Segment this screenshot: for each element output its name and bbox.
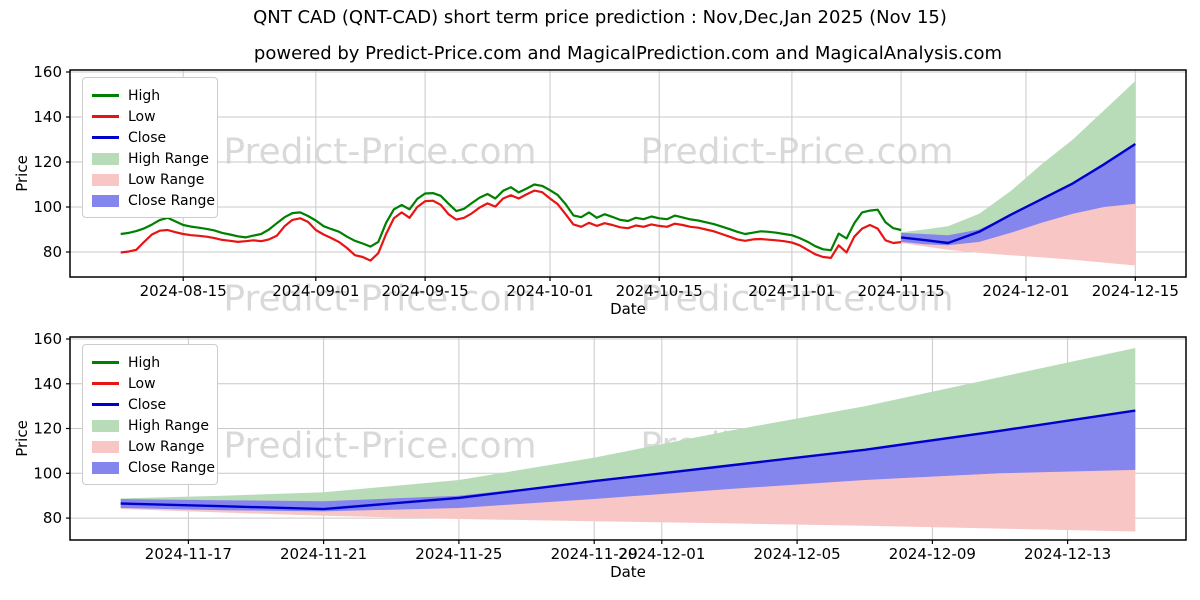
legend-item-low: Low (92, 106, 207, 127)
legend-item-high-range: High Range (92, 148, 209, 169)
legend-label: Close Range (128, 459, 215, 476)
y-tick-label: 80 (43, 243, 62, 261)
x-tick-label: 2024-12-01 (982, 282, 1069, 300)
legend-label: Low (128, 375, 156, 392)
low-range-swatch-icon (92, 173, 119, 186)
low-range-swatch-icon (92, 440, 119, 453)
low-line-swatch-icon (92, 382, 119, 385)
x-tick-label: 2024-12-09 (889, 545, 976, 563)
x-tick-label: 2024-11-25 (415, 545, 502, 563)
plot-border (69, 69, 1187, 278)
y-tick-label: 160 (33, 63, 62, 81)
close-line-swatch-icon (92, 403, 119, 406)
high-line-swatch-icon (92, 361, 119, 364)
x-tick-label: 2024-09-01 (272, 282, 359, 300)
legend-item-low: Low (92, 373, 207, 394)
legend-label: High (128, 87, 161, 104)
low-line-swatch-icon (92, 115, 119, 118)
x-tick-label: 2024-08-15 (140, 282, 227, 300)
legend-item-close-range: Close Range (92, 457, 215, 478)
close-range-band (901, 144, 1136, 246)
y-tick-label: 100 (33, 198, 62, 216)
legend-label: Close (128, 129, 167, 146)
x-axis-label: Date (610, 300, 646, 318)
x-axis-label: Date (610, 563, 646, 581)
legend-top-chart: High Low Close High Range Low Range Clos… (82, 77, 218, 218)
x-tick-label: 2024-11-21 (280, 545, 367, 563)
y-tick-label: 120 (33, 153, 62, 171)
y-tick-label: 120 (33, 420, 62, 438)
legend-label: Low (128, 108, 156, 125)
high-line (120, 183, 902, 252)
legend-bottom-chart: High Low Close High Range Low Range Clos… (82, 344, 218, 485)
legend-label: Close Range (128, 192, 215, 209)
plot-border (69, 336, 1187, 541)
legend-label: Low Range (128, 171, 205, 188)
legend-item-close: Close (92, 127, 207, 148)
x-tick-label: 2024-12-01 (618, 545, 705, 563)
x-tick-label: 2024-12-13 (1024, 545, 1111, 563)
y-tick-label: 160 (33, 330, 62, 348)
y-tick-label: 100 (33, 464, 62, 482)
close-range-swatch-icon (92, 461, 119, 474)
legend-label: Close (128, 396, 167, 413)
legend-item-low-range: Low Range (92, 169, 207, 190)
legend-label: High (128, 354, 161, 371)
legend-item-high: High (92, 352, 207, 373)
high-range-swatch-icon (92, 419, 119, 432)
y-axis-label: Price (13, 420, 31, 457)
x-tick-label: 2024-10-01 (506, 282, 593, 300)
close-line (900, 142, 1136, 245)
x-tick-label: 2024-12-15 (1092, 282, 1179, 300)
x-tick-label: 2024-11-01 (748, 282, 835, 300)
close-range-swatch-icon (92, 194, 119, 207)
close-range-band (120, 410, 1136, 512)
x-tick-label: 2024-11-17 (145, 545, 232, 563)
close-line-swatch-icon (92, 136, 119, 139)
close-line (120, 409, 1136, 511)
y-axis-label: Price (13, 155, 31, 192)
low-line (120, 189, 902, 262)
y-tick-label: 80 (43, 509, 62, 527)
legend-item-high-range: High Range (92, 415, 209, 436)
legend-item-close-range: Close Range (92, 190, 215, 211)
legend-item-low-range: Low Range (92, 436, 207, 457)
high-line-swatch-icon (92, 94, 119, 97)
x-tick-label: 2024-12-05 (754, 545, 841, 563)
x-tick-label: 2024-11-15 (858, 282, 945, 300)
y-tick-label: 140 (33, 108, 62, 126)
x-tick-label: 2024-10-15 (616, 282, 703, 300)
legend-item-high: High (92, 85, 207, 106)
chart-subtitle: powered by Predict-Price.com and Magical… (253, 43, 1003, 64)
chart-title: QNT CAD (QNT-CAD) short term price predi… (253, 7, 947, 28)
legend-label: High Range (128, 150, 209, 167)
high-range-swatch-icon (92, 152, 119, 165)
y-tick-label: 140 (33, 375, 62, 393)
x-tick-label: 2024-11-29 (551, 545, 638, 563)
legend-label: Low Range (128, 438, 205, 455)
legend-label: High Range (128, 417, 209, 434)
legend-item-close: Close (92, 394, 207, 415)
x-tick-label: 2024-09-15 (382, 282, 469, 300)
